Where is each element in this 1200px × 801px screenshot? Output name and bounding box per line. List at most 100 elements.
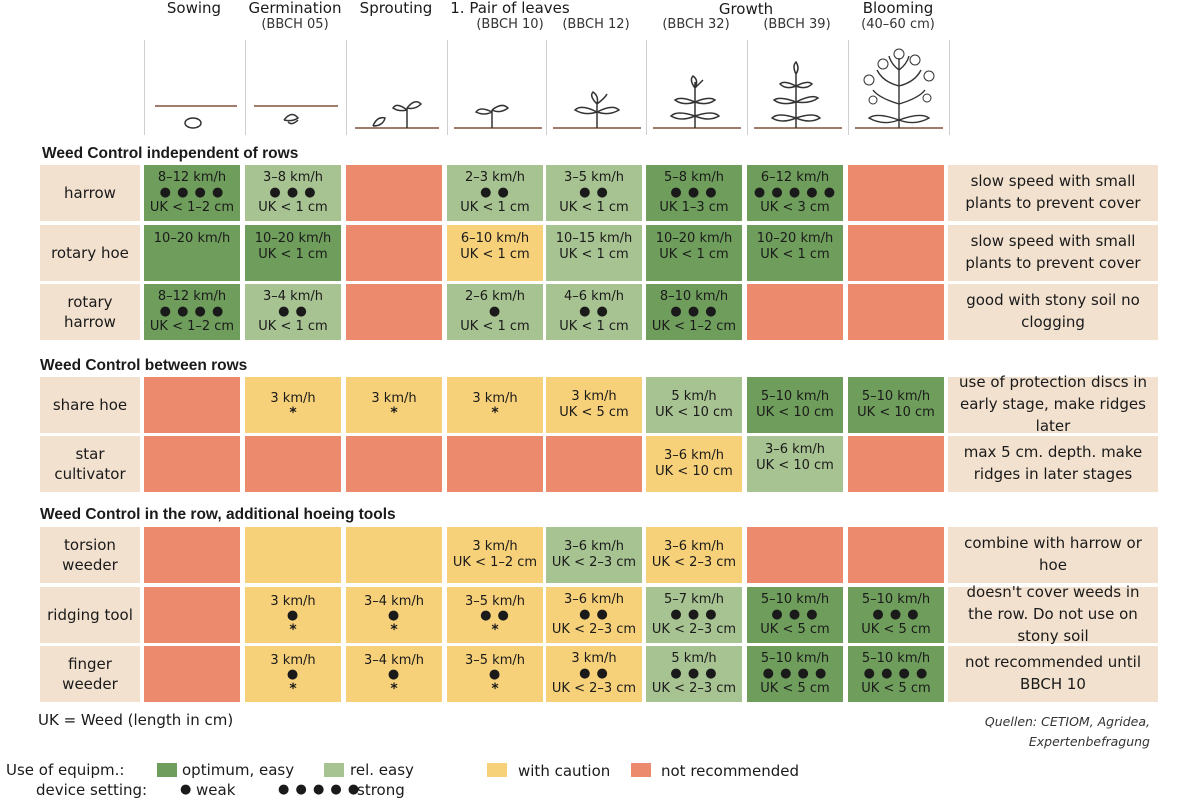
legend-use-label: Use of equipm.: <box>6 761 125 779</box>
stage-title: Blooming <box>862 0 934 17</box>
weed-size: UK < 2–3 cm <box>651 681 737 697</box>
weed-size: UK < 1–2 cm <box>651 319 737 335</box>
speed-value: 3 km/h <box>270 652 316 668</box>
speed-value: 10–20 km/h <box>153 231 231 246</box>
speed-value: 3–6 km/h <box>765 442 825 457</box>
speed-value: 5–8 km/h <box>664 170 724 186</box>
weed-size: UK 1–3 cm <box>659 200 729 216</box>
weed-size: UK < 5 cm <box>861 681 931 697</box>
speed-value: 3–6 km/h <box>664 539 724 555</box>
legend-strong: strong <box>357 781 405 799</box>
recommendation-cell: 2–6 km/h ● UK < 1 cm <box>447 284 543 340</box>
recommendation-cell: 3–4 km/h ● * <box>346 587 442 643</box>
device-setting-dots: ● ● ● ● <box>762 665 828 681</box>
row-note: use of protection discs in early stage, … <box>948 373 1158 435</box>
device-setting-dots: ● ● <box>579 665 609 681</box>
legend-swatch-optimum <box>157 763 177 777</box>
row-label: finger weeder <box>40 646 140 702</box>
speed-value: 3–4 km/h <box>364 593 424 609</box>
speed-value: 10–15 km/h <box>555 231 633 246</box>
recommendation-cell: 3 km/h ● * <box>245 646 341 702</box>
legend-swatch-not-recommended <box>631 763 651 777</box>
recommendation-cell <box>144 587 240 643</box>
stage-illus-bbch10 <box>447 40 548 135</box>
weed-size: UK < 1 cm <box>258 319 328 335</box>
speed-value: 5–10 km/h <box>760 592 830 608</box>
source-line-1: Quellen: CETIOM, Agridea, <box>984 714 1150 729</box>
speed-value: 3 km/h <box>472 539 518 555</box>
asterisk-mark: * <box>289 404 297 421</box>
speed-value: 10–20 km/h <box>655 231 733 246</box>
weed-size: UK < 10 cm <box>655 464 733 479</box>
device-setting-dots: ● ● <box>579 303 609 319</box>
row-note: combine with harrow or hoe <box>948 527 1158 583</box>
weed-size: UK < 2–3 cm <box>551 681 637 697</box>
recommendation-cell: 5–8 km/h ● ● ● UK 1–3 cm <box>646 165 742 221</box>
device-setting-dots: ● ● <box>480 184 510 200</box>
recommendation-cell <box>747 284 843 340</box>
device-setting-dots: ● <box>488 667 502 683</box>
stage-subtitle: (BBCH 32) <box>662 17 730 32</box>
row-label: harrow <box>40 165 140 221</box>
device-setting-dots: ● ● <box>579 606 609 622</box>
weed-size: UK < 1 cm <box>559 200 629 216</box>
recommendation-cell <box>747 527 843 583</box>
row-label: rotary hoe <box>40 225 140 281</box>
asterisk-mark: * <box>491 680 499 697</box>
recommendation-cell <box>245 436 341 492</box>
recommendation-cell <box>848 284 944 340</box>
speed-value: 3–4 km/h <box>263 289 323 305</box>
speed-value: 3–6 km/h <box>564 592 624 608</box>
recommendation-cell <box>346 165 442 221</box>
section-title: Weed Control between rows <box>40 357 248 374</box>
speed-value: 3 km/h <box>571 389 617 405</box>
stage-subtitle: (BBCH 10) <box>476 17 544 32</box>
speed-value: 5–10 km/h <box>760 389 830 405</box>
asterisk-mark: * <box>491 404 499 421</box>
stage-subtitle: (BBCH 39) <box>763 17 831 32</box>
recommendation-cell <box>848 436 944 492</box>
weed-size: UK < 1–2 cm <box>149 200 235 216</box>
speed-value: 5–10 km/h <box>861 389 931 405</box>
speed-value: 5–10 km/h <box>861 651 931 667</box>
speed-value: 3–5 km/h <box>465 652 525 668</box>
recommendation-cell <box>848 527 944 583</box>
weed-size: UK < 5 cm <box>760 622 830 638</box>
recommendation-cell: 4–6 km/h ● ● UK < 1 cm <box>546 284 642 340</box>
recommendation-cell: 8–12 km/h ● ● ● ● UK < 1–2 cm <box>144 284 240 340</box>
recommendation-cell: 3–6 km/h ● ● UK < 2–3 cm <box>546 587 642 643</box>
device-setting-dots: ● <box>387 608 401 624</box>
recommendation-cell <box>346 225 442 281</box>
device-setting-dots: ● ● ● <box>670 665 718 681</box>
speed-value: 3–6 km/h <box>564 539 624 555</box>
legend-swatch-caution <box>487 763 507 777</box>
device-setting-dots: ● ● ● <box>670 303 718 319</box>
recommendation-cell: 3 km/h ● ● UK < 2–3 cm <box>546 646 642 702</box>
growth-group-label: Growth <box>718 0 774 18</box>
recommendation-cell: 3–5 km/h ● ● * <box>447 587 543 643</box>
recommendation-cell <box>848 225 944 281</box>
asterisk-mark: * <box>390 404 398 421</box>
weed-size: UK < 3 cm <box>760 200 830 216</box>
row-note: slow speed with small plants to prevent … <box>948 165 1158 221</box>
recommendation-cell: 3 km/h UK < 5 cm <box>546 377 642 433</box>
legend-strong-dots: ● ● ● ● ● <box>278 782 361 797</box>
recommendation-cell: 3 km/h * <box>346 377 442 433</box>
section-title: Weed Control independent of rows <box>42 145 299 162</box>
stage-subtitle: (40–60 cm) <box>861 17 935 32</box>
recommendation-cell <box>346 527 442 583</box>
speed-value: 6–12 km/h <box>760 170 830 186</box>
stage-illus-bbch12 <box>546 40 647 135</box>
speed-value: 10–20 km/h <box>254 231 332 246</box>
speed-value: 3 km/h <box>270 390 316 406</box>
asterisk-mark: * <box>491 621 499 638</box>
device-setting-dots: ● ● <box>278 303 308 319</box>
recommendation-cell: 6–10 km/h UK < 1 cm <box>447 225 543 281</box>
weed-size: UK < 2–3 cm <box>551 555 637 570</box>
stage-illus-sowing <box>144 40 245 135</box>
speed-value: 5–7 km/h <box>664 592 724 608</box>
stage-title: Germination <box>248 0 342 17</box>
stage-title: 1. Pair of leaves <box>450 0 570 17</box>
weed-size: UK < 1–2 cm <box>452 555 538 570</box>
recommendation-cell <box>447 436 543 492</box>
